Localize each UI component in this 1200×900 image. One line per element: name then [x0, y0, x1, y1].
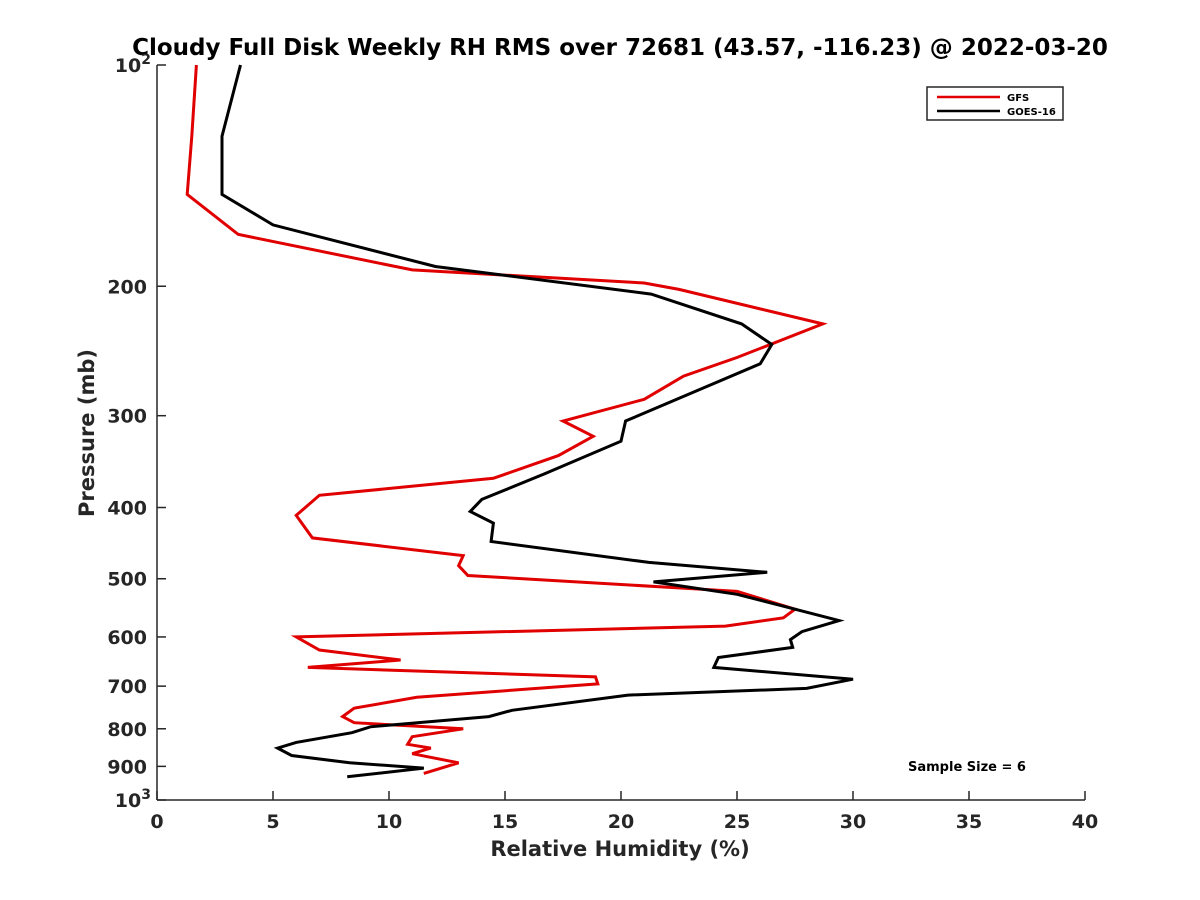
- x-tick-label: 0: [150, 811, 163, 833]
- legend-label: GFS: [1007, 93, 1029, 104]
- y-tick-label: 900: [107, 756, 147, 778]
- plot-series: [185, 64, 854, 779]
- y-axis-label: Pressure (mb): [75, 349, 99, 517]
- plot-axes: [156, 64, 1086, 801]
- chart-title: Cloudy Full Disk Weekly RH RMS over 7268…: [132, 35, 1108, 61]
- y-tick-label: 102: [115, 52, 151, 77]
- x-tick-label: 25: [724, 811, 750, 833]
- y-tick-label: 300: [107, 406, 147, 428]
- y-tick-label: 200: [107, 276, 147, 298]
- x-tick-label: 10: [376, 811, 402, 833]
- x-axis-label: Relative Humidity (%): [490, 837, 749, 861]
- y-tick-label: 400: [107, 498, 147, 520]
- y-tick-labels: 102 200 300 400 500 600 700 800 900 103: [107, 52, 151, 812]
- y-tick-label: 600: [107, 627, 147, 649]
- legend-box: [926, 86, 1064, 121]
- x-tick-label: 5: [266, 811, 279, 833]
- series-line-goes-16: [220, 64, 854, 779]
- y-tick-label: 500: [107, 569, 147, 591]
- x-tick-label: 30: [840, 811, 866, 833]
- y-tick-label: 800: [107, 719, 147, 741]
- x-tick-label: 35: [956, 811, 982, 833]
- x-tick-label: 40: [1072, 811, 1098, 833]
- legend-label: GOES-16: [1007, 107, 1056, 118]
- x-tick-label: 15: [492, 811, 518, 833]
- x-tick-label: 20: [608, 811, 634, 833]
- x-tick-labels: 0 5 10 15 20 25 30 35 40: [150, 811, 1098, 833]
- legend: GFS GOES-16: [926, 86, 1064, 121]
- y-tick-label: 700: [107, 676, 147, 698]
- y-tick-label: 103: [115, 787, 151, 812]
- sample-size-annotation: Sample Size = 6: [908, 760, 1026, 775]
- series-line-gfs: [185, 64, 828, 775]
